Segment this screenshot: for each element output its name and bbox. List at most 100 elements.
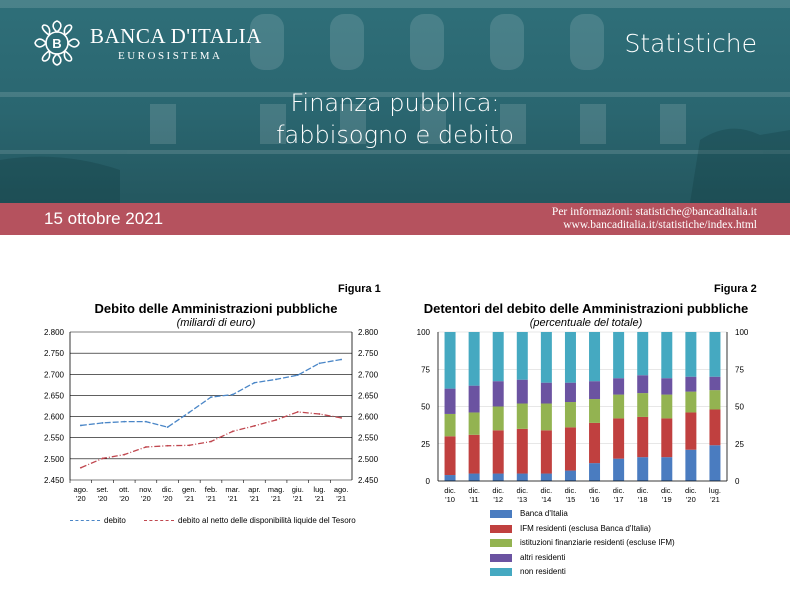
figure-2-label: Figura 2 (714, 283, 757, 295)
data-point (79, 466, 82, 469)
bar-segment-0 (685, 449, 697, 481)
y-tick-label-right: 2.750 (358, 349, 379, 358)
legend-swatch-debito (70, 520, 100, 521)
x-tick-label-year: '20 (141, 494, 151, 503)
contact-website-line: www.bancaditalia.it/statistiche/index.ht… (563, 219, 757, 231)
bar-segment-3 (492, 381, 504, 407)
x-tick-label-month: dic. (444, 486, 456, 495)
y-tick-label-left: 2.450 (44, 476, 65, 485)
bar-segment-2 (492, 406, 504, 431)
x-tick-label-year: '11 (470, 495, 479, 504)
bar-segment-3 (564, 382, 576, 403)
x-tick-label-month: dic. (492, 486, 504, 495)
building-facade-image (0, 0, 790, 203)
bar-segment-3 (516, 379, 528, 404)
x-tick-label-year: '17 (614, 495, 624, 504)
bar-segment-1 (637, 416, 649, 458)
data-point (145, 446, 147, 448)
x-tick-label-year: '21 (184, 494, 194, 503)
x-tick-label-year: '16 (590, 495, 600, 504)
bar-segment-0 (661, 457, 673, 481)
chart-2-subtitle: (percentuale del totale) (529, 317, 643, 329)
bar-segment-0 (444, 475, 456, 481)
bar-segment-1 (613, 418, 625, 459)
data-point (210, 396, 212, 399)
bar-segment-3 (637, 375, 649, 394)
x-tick-label-year: '12 (493, 495, 503, 504)
bar-segment-0 (564, 470, 576, 481)
data-point (166, 444, 169, 447)
bar-segment-3 (540, 382, 552, 404)
banca-italia-logo-icon: B (34, 20, 80, 66)
y-tick-label-right: 2.800 (358, 328, 379, 337)
y-tick-label-left: 2.700 (44, 370, 65, 379)
legend-label: Banca d'Italia (520, 509, 568, 518)
y-tick-label-left: 50 (421, 403, 430, 412)
x-tick-label-year: '15 (566, 495, 576, 504)
x-tick-label-month: dic. (541, 486, 553, 495)
data-point (188, 444, 191, 447)
chart-1-title: Debito delle Amministrazioni pubbliche (94, 301, 338, 316)
data-point (318, 413, 321, 415)
bar-segment-1 (661, 418, 673, 458)
x-tick-label-year: '21 (206, 494, 216, 503)
legend-swatch (490, 524, 512, 533)
bar-segment-2 (661, 394, 673, 419)
bar-segment-3 (661, 378, 673, 395)
x-tick-label-month: apr. (248, 485, 261, 494)
chart-2-legend: Banca d'Italia IFM residenti (esclusa Ban… (490, 509, 750, 583)
bar-segment-3 (709, 376, 721, 391)
bar-segment-0 (637, 457, 649, 481)
x-tick-label-year: '20 (98, 494, 108, 503)
bar-segment-0 (709, 445, 721, 481)
svg-text:B: B (52, 36, 61, 51)
bar-segment-3 (468, 385, 480, 413)
bar-segment-0 (492, 473, 504, 481)
y-tick-label-left: 2.650 (44, 391, 65, 400)
x-tick-label-month: feb. (205, 485, 218, 494)
x-tick-label-year: '10 (445, 495, 455, 504)
series-line-0 (80, 358, 342, 428)
data-point (296, 411, 299, 413)
legend-item: IFM residenti (esclusa Banca d'Italia) (490, 523, 750, 540)
bar-segment-0 (540, 473, 552, 481)
data-point (79, 424, 82, 427)
x-tick-label-year: '13 (517, 495, 527, 504)
x-tick-label-month: dic. (685, 486, 697, 495)
x-tick-label-month: dic. (661, 486, 673, 495)
x-tick-label-month: lug. (313, 485, 325, 494)
bar-segment-4 (468, 332, 480, 386)
data-point (231, 430, 234, 433)
y-tick-label-right: 75 (735, 365, 744, 374)
x-tick-label-month: nov. (139, 485, 153, 494)
x-tick-label-month: ago. (74, 485, 89, 494)
y-tick-label-left: 0 (426, 477, 431, 486)
x-tick-label-month: dic. (516, 486, 528, 495)
legend-item: altri residenti (490, 553, 750, 569)
y-tick-label-right: 2.500 (358, 455, 379, 464)
x-tick-label-year: '18 (638, 495, 648, 504)
bar-segment-4 (589, 332, 601, 382)
data-point (166, 426, 169, 429)
bar-segment-3 (685, 376, 697, 392)
bar-segment-2 (613, 394, 625, 419)
bar-segment-4 (492, 332, 504, 382)
x-tick-label-month: ott. (119, 485, 129, 494)
legend-label: non residenti (520, 567, 566, 576)
data-point (188, 411, 191, 414)
y-tick-label-right: 2.600 (358, 413, 379, 422)
x-tick-label-month: dic. (565, 486, 577, 495)
contact-info: Per informazioni: statistiche@bancadital… (552, 206, 757, 232)
page-title-line1: Finanza pubblica: (290, 89, 500, 117)
y-tick-label-left: 2.600 (44, 413, 65, 422)
bar-segment-4 (637, 332, 649, 376)
data-point (253, 381, 256, 384)
y-tick-label-right: 2.700 (358, 370, 379, 379)
y-tick-label-left: 100 (417, 328, 431, 337)
x-tick-label-year: '21 (249, 494, 259, 503)
data-point (123, 453, 126, 456)
bar-segment-1 (468, 434, 480, 474)
data-point (101, 422, 104, 424)
bar-segment-1 (492, 430, 504, 474)
legend-label: IFM residenti (esclusa Banca d'Italia) (520, 523, 651, 533)
